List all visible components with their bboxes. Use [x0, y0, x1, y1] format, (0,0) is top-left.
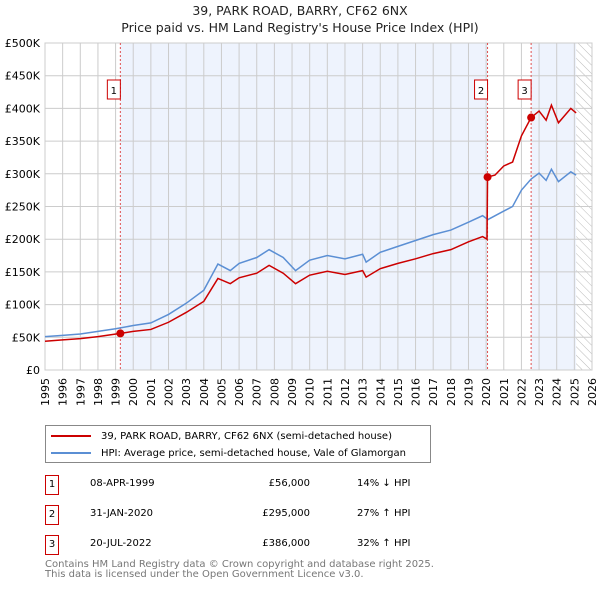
x-tick-label: 1995: [39, 378, 52, 406]
y-tick-label: £400K: [5, 102, 41, 115]
x-tick-label: 2017: [427, 378, 440, 406]
x-tick-label: 1996: [57, 378, 70, 406]
transaction-label: 2: [478, 86, 484, 97]
x-tick-label: 2009: [286, 378, 299, 406]
legend-item-property: 39, PARK ROAD, BARRY, CF62 6NX (semi-det…: [46, 428, 392, 444]
x-tick-label: 2010: [304, 378, 317, 406]
transaction-hpi-diff: 14% ↓ HPI: [357, 478, 411, 489]
footer: Contains HM Land Registry data © Crown c…: [45, 560, 434, 580]
plot-border: [44, 42, 593, 371]
legend-swatch-red: [51, 435, 91, 437]
y-tick-label: £50K: [12, 331, 41, 344]
transaction-hpi-diff: 27% ↑ HPI: [357, 508, 411, 519]
legend: 39, PARK ROAD, BARRY, CF62 6NX (semi-det…: [45, 425, 431, 463]
plot-area: 1995 1996 1997 1998 1999 2000 2001 2002 2003 2004…: [5, 37, 599, 406]
x-tick-label: 1997: [74, 378, 87, 406]
y-tick-label: £450K: [5, 70, 41, 83]
transaction-label: 1: [111, 86, 117, 97]
legend-swatch-blue: [51, 452, 91, 454]
transaction-label: 3: [521, 86, 527, 97]
x-tick-label: 2001: [145, 378, 158, 406]
x-tick-label: 2015: [392, 378, 405, 406]
x-tick-label: 2025: [568, 378, 581, 406]
footer-line-2: This data is licensed under the Open Gov…: [45, 569, 364, 580]
series-line: [44, 167, 577, 338]
x-tick-label: 2004: [198, 378, 211, 406]
legend-label: 39, PARK ROAD, BARRY, CF62 6NX (semi-det…: [101, 430, 392, 442]
transaction-date: 20-JUL-2022: [90, 538, 152, 549]
y-tick-label: £250K: [5, 201, 41, 214]
x-tick-label: 1998: [92, 378, 105, 406]
transaction-hpi-diff: 32% ↑ HPI: [357, 538, 411, 549]
transaction-point: [483, 173, 492, 182]
transaction-price: £295,000: [262, 508, 310, 519]
y-tick-label: £500K: [5, 37, 41, 50]
transaction-row: 3 20-JUL-2022 £386,000 32% ↑ HPI: [45, 535, 465, 555]
x-tick-label: 2022: [515, 378, 528, 406]
x-tick-label: 2002: [163, 378, 176, 406]
transaction-point: [527, 113, 536, 122]
x-tick-label: 2013: [357, 378, 370, 406]
y-tick-label: £0: [26, 364, 40, 377]
legend-label: HPI: Average price, semi-detached house,…: [101, 447, 406, 459]
transaction-badge: 1: [45, 475, 59, 495]
x-tick-label: 2008: [268, 378, 281, 406]
x-tick-label: 2000: [127, 378, 140, 406]
transaction-label-box: [517, 79, 532, 100]
chart-subtitle: Price paid vs. HM Land Registry's House …: [121, 20, 479, 35]
transaction-row: 2 31-JAN-2020 £295,000 27% ↑ HPI: [45, 505, 465, 525]
x-tick-label: 2006: [233, 378, 246, 406]
x-tick-label: 2007: [251, 378, 264, 406]
y-tick-label: £100K: [5, 299, 41, 312]
x-tick-label: 2012: [339, 378, 352, 406]
transaction-badge: 2: [45, 505, 59, 525]
transaction-point: [116, 329, 125, 338]
series-line: [44, 102, 577, 342]
transaction-label-box: [474, 79, 489, 100]
x-tick-label: 2005: [215, 378, 228, 406]
transaction-label-box: [106, 79, 121, 100]
y-tick-label: £350K: [5, 135, 41, 148]
chart-title: 39, PARK ROAD, BARRY, CF62 6NX: [192, 3, 408, 18]
x-tick-label: 2021: [498, 378, 511, 406]
y-tick-label: £150K: [5, 266, 41, 279]
transaction-row: 1 08-APR-1999 £56,000 14% ↓ HPI: [45, 475, 465, 495]
legend-item-hpi: HPI: Average price, semi-detached house,…: [46, 445, 406, 461]
y-tick-label: £300K: [5, 168, 41, 181]
x-tick-label: 2026: [586, 378, 599, 406]
transaction-date: 08-APR-1999: [90, 478, 155, 489]
x-tick-label: 2019: [462, 378, 475, 406]
footer-line-1: Contains HM Land Registry data © Crown c…: [45, 559, 434, 570]
transaction-price: £386,000: [262, 538, 310, 549]
x-tick-label: 2003: [180, 378, 193, 406]
transaction-date: 31-JAN-2020: [90, 508, 154, 519]
x-tick-label: 2016: [410, 378, 423, 406]
x-tick-label: 1999: [110, 378, 123, 406]
y-tick-label: £200K: [5, 233, 41, 246]
x-tick-label: 2023: [533, 378, 546, 406]
x-tick-label: 2020: [480, 378, 493, 406]
x-tick-label: 2014: [374, 378, 387, 406]
x-tick-label: 2024: [551, 378, 564, 406]
transaction-price: £56,000: [268, 478, 310, 489]
transaction-badge: 3: [45, 535, 59, 555]
x-tick-label: 2011: [321, 378, 334, 406]
x-tick-label: 2018: [445, 378, 458, 406]
